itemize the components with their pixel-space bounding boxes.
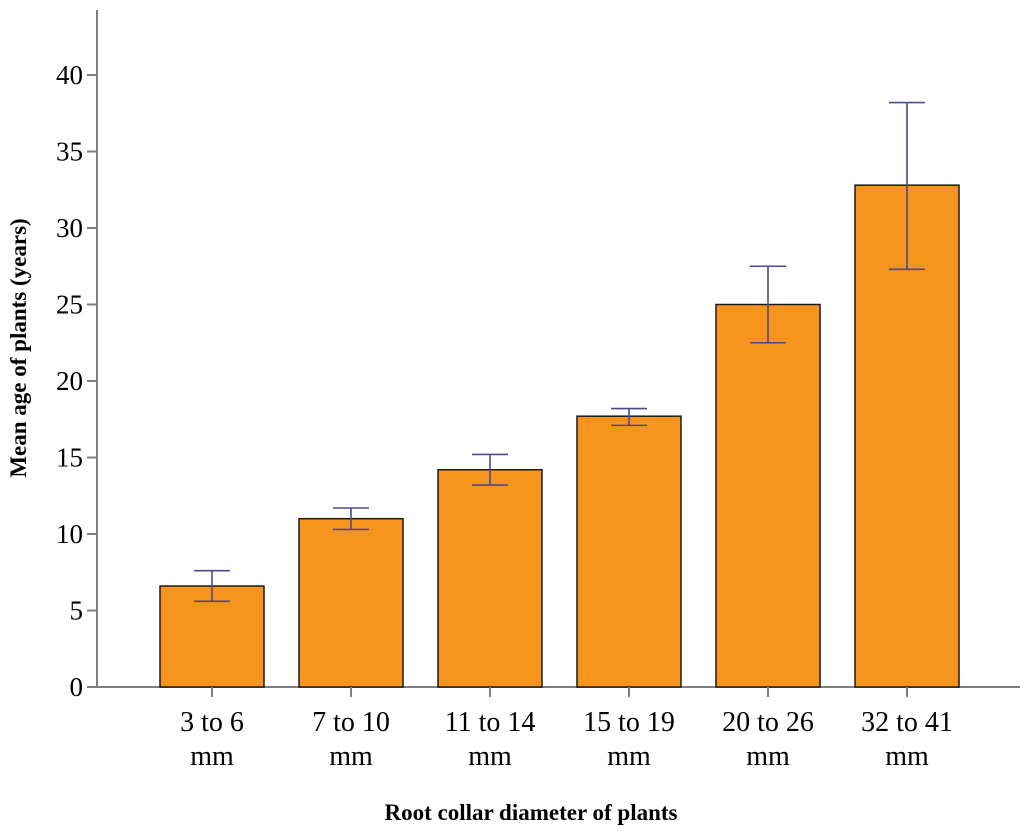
x-tick-label: 32 to 41 mm	[861, 707, 953, 772]
bar	[715, 303, 821, 688]
error-bar	[889, 101, 925, 271]
y-tick-label: 15	[56, 443, 83, 473]
y-axis-title: Mean age of plants (years)	[6, 218, 31, 477]
x-tick-label: 3 to 6 mm	[180, 707, 244, 772]
x-tick-label: 20 to 26 mm	[722, 707, 814, 772]
x-tick-label: 11 to 14 mm	[445, 707, 536, 772]
error-bar	[611, 407, 647, 427]
y-tick-label: 25	[56, 290, 83, 320]
bar	[159, 585, 265, 688]
error-bars	[194, 101, 925, 603]
x-tick-label: 7 to 10 mm	[312, 707, 390, 772]
y-tick-label: 5	[70, 596, 84, 626]
bars	[159, 184, 960, 688]
bar	[576, 415, 682, 688]
y-tick-label: 20	[56, 366, 83, 396]
y-tick-label: 35	[56, 137, 83, 167]
x-tick-label: 15 to 19 mm	[583, 707, 675, 772]
error-bar	[194, 569, 230, 603]
y-ticks: 0 5 10 15 20 25 30 35 40	[56, 60, 97, 702]
y-tick-label: 40	[56, 60, 83, 90]
error-bar	[750, 265, 786, 344]
y-tick-label: 0	[70, 672, 84, 702]
x-axis-title: Root collar diameter of plants	[384, 800, 677, 825]
x-ticks: 3 to 6 mm 7 to 10 mm 11 to 14 mm 15 to 19 mm 20 …	[180, 687, 953, 772]
y-tick-label: 10	[56, 519, 83, 549]
error-bar	[472, 453, 508, 486]
y-tick-label: 30	[56, 213, 83, 243]
bar	[437, 468, 543, 688]
error-bar	[333, 507, 369, 531]
bar	[298, 517, 404, 688]
